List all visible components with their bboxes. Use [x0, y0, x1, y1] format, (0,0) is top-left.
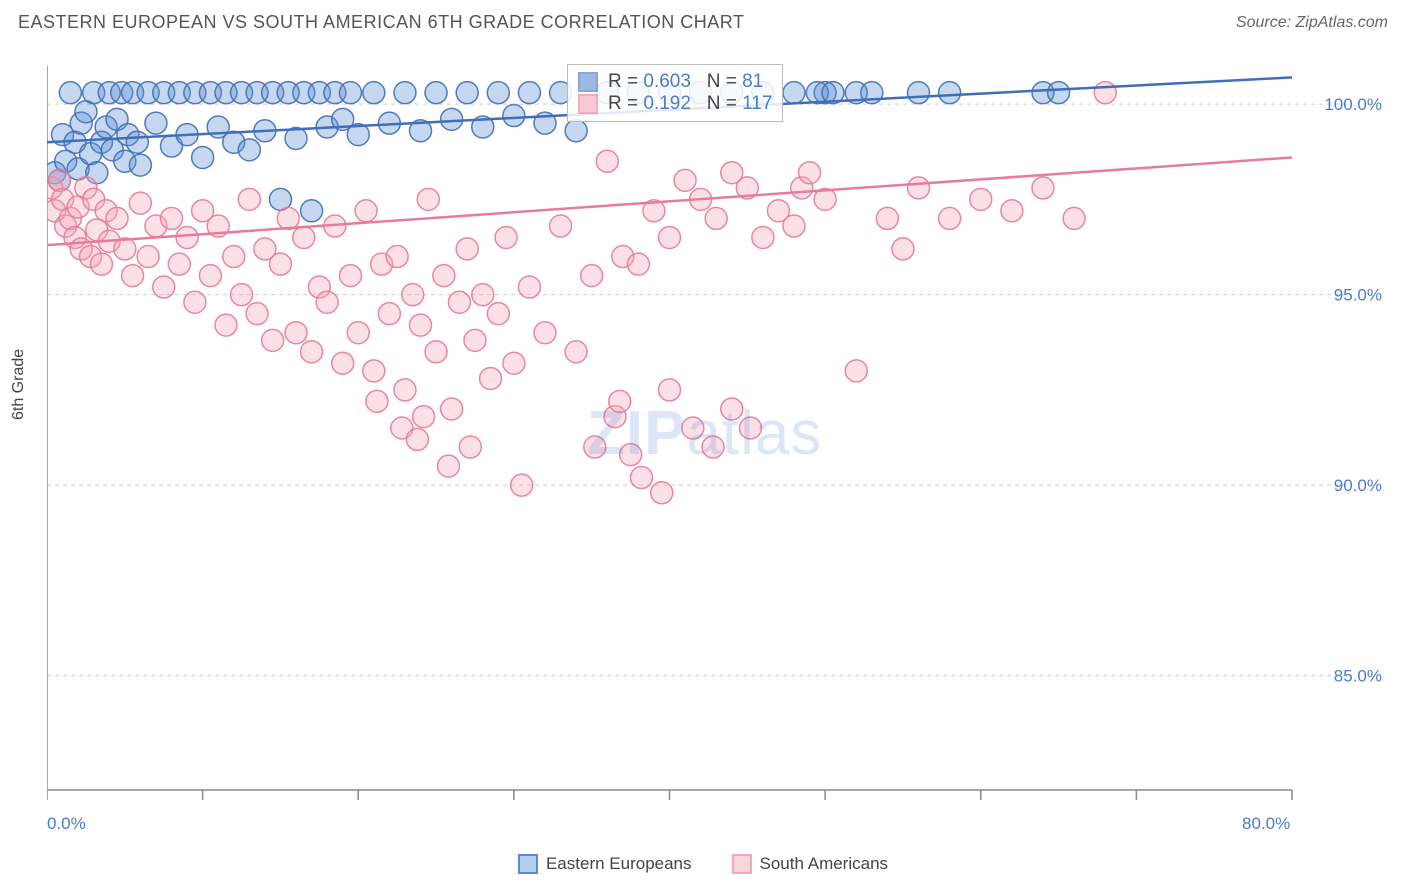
y-axis-label: 6th Grade	[10, 349, 28, 420]
chart-header: EASTERN EUROPEAN VS SOUTH AMERICAN 6TH G…	[0, 0, 1406, 39]
stats-text: R = 0.603 N = 81	[608, 71, 763, 93]
legend-swatch	[518, 854, 538, 874]
plot-area: 85.0%90.0%95.0%100.0% ZIPatlas R = 0.603…	[47, 58, 1385, 800]
scatter-chart: 85.0% 90.0% 95.0% 100.0%	[47, 58, 1385, 800]
x-tick-label: 0.0%	[47, 814, 86, 834]
series-swatch	[578, 72, 598, 92]
legend: Eastern Europeans South Americans	[0, 854, 1406, 874]
svg-text:95.0%: 95.0%	[1334, 286, 1382, 305]
x-tick-label: 80.0%	[1242, 814, 1290, 834]
correlation-stats-box: R = 0.603 N = 81R = 0.192 N = 117	[567, 64, 783, 122]
series-swatch	[578, 94, 598, 114]
svg-text:100.0%: 100.0%	[1324, 95, 1382, 114]
stats-row: R = 0.603 N = 81	[578, 71, 772, 93]
svg-text:90.0%: 90.0%	[1334, 476, 1382, 495]
svg-text:85.0%: 85.0%	[1334, 667, 1382, 686]
chart-title: EASTERN EUROPEAN VS SOUTH AMERICAN 6TH G…	[18, 12, 744, 33]
stats-text: R = 0.192 N = 117	[608, 93, 772, 115]
legend-label: Eastern Europeans	[546, 854, 692, 874]
stats-row: R = 0.192 N = 117	[578, 93, 772, 115]
legend-item: Eastern Europeans	[518, 854, 692, 874]
legend-item: South Americans	[732, 854, 889, 874]
legend-swatch	[732, 854, 752, 874]
chart-source: Source: ZipAtlas.com	[1236, 14, 1388, 32]
legend-label: South Americans	[760, 854, 889, 874]
